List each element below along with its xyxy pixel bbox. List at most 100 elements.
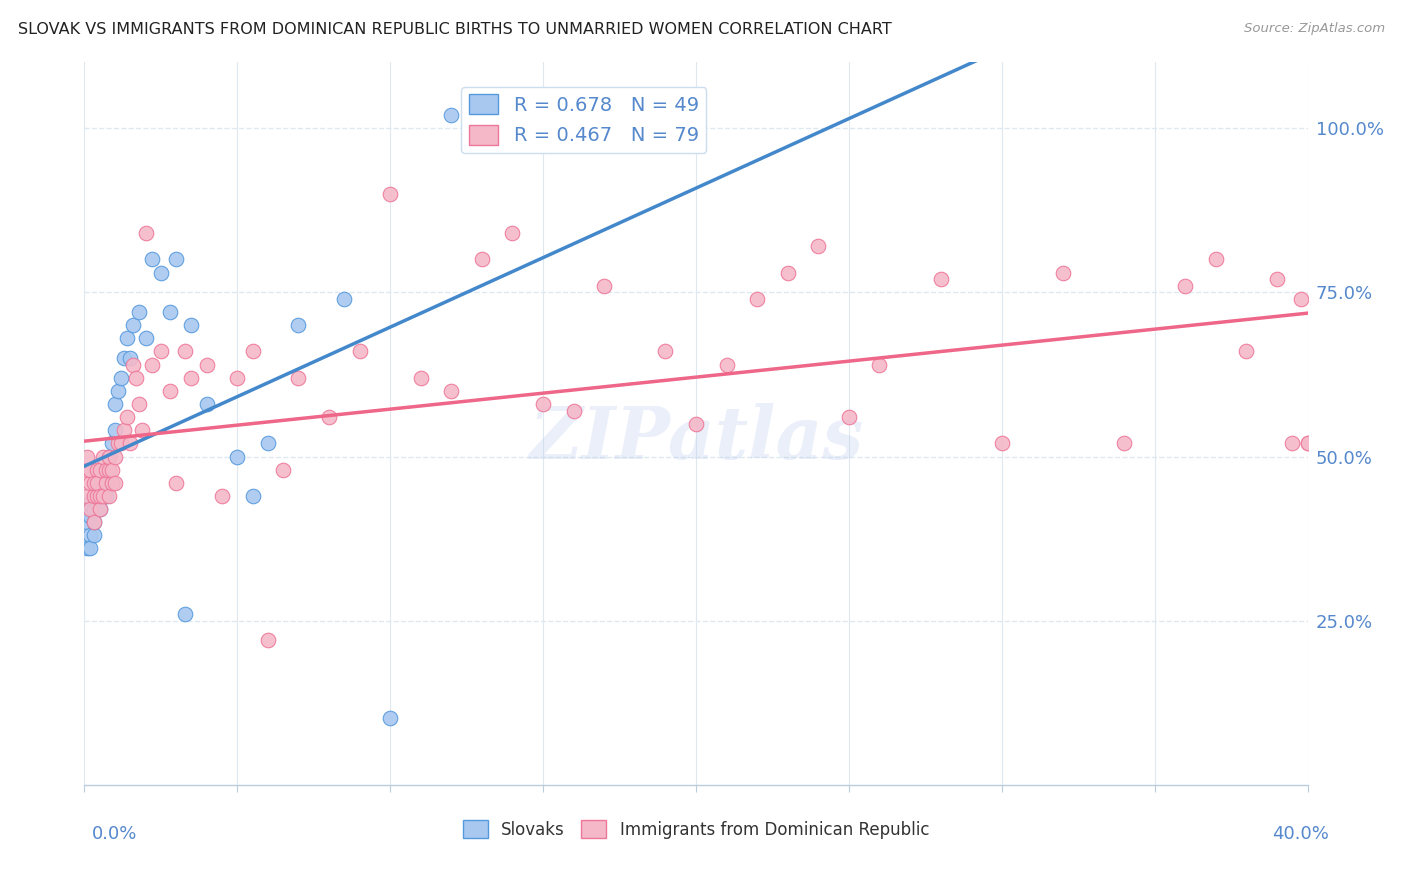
Point [135, 331, 157, 345]
Point [79, 541, 101, 556]
Point [120, 351, 142, 365]
Point [115, 410, 138, 425]
Point [104, 475, 127, 490]
Point [257, 436, 280, 450]
Point [180, 370, 202, 384]
Point [409, 370, 432, 384]
Point [174, 607, 197, 622]
Point [531, 397, 554, 411]
Text: 40.0%: 40.0% [1272, 825, 1329, 843]
Point [86, 475, 108, 490]
Point [1296, 436, 1319, 450]
Point [86, 489, 108, 503]
Point [1296, 436, 1319, 450]
Point [271, 463, 294, 477]
Text: 0.0%: 0.0% [91, 825, 136, 843]
Point [101, 475, 124, 490]
Point [91, 463, 114, 477]
Point [318, 410, 340, 425]
Point [838, 410, 860, 425]
Point [380, 711, 402, 725]
Point [104, 450, 127, 464]
Point [287, 370, 309, 384]
Point [149, 344, 172, 359]
Point [1174, 278, 1197, 293]
Point [502, 226, 524, 240]
Point [593, 278, 616, 293]
Point [86, 495, 108, 509]
Point [89, 502, 111, 516]
Point [94, 475, 117, 490]
Point [76, 502, 98, 516]
Point [562, 403, 585, 417]
Point [101, 436, 124, 450]
Point [94, 463, 117, 477]
Point [1281, 436, 1303, 450]
Point [76, 489, 98, 503]
Point [685, 417, 707, 431]
Point [83, 515, 105, 529]
Point [1205, 252, 1227, 267]
Point [107, 384, 129, 398]
Point [79, 528, 101, 542]
Point [112, 351, 135, 365]
Point [76, 463, 98, 477]
Point [776, 266, 799, 280]
Point [79, 475, 101, 490]
Point [76, 450, 98, 464]
Point [747, 292, 769, 306]
Point [110, 370, 132, 384]
Point [104, 423, 127, 437]
Point [242, 489, 264, 503]
Point [83, 515, 105, 529]
Point [83, 489, 105, 503]
Point [135, 226, 157, 240]
Point [83, 489, 105, 503]
Point [89, 502, 111, 516]
Point [141, 358, 163, 372]
Point [226, 370, 249, 384]
Point [211, 489, 233, 503]
Legend: Slovaks, Immigrants from Dominican Republic: Slovaks, Immigrants from Dominican Repub… [456, 814, 936, 846]
Point [115, 331, 138, 345]
Text: SLOVAK VS IMMIGRANTS FROM DOMINICAN REPUBLIC BIRTHS TO UNMARRIED WOMEN CORRELATI: SLOVAK VS IMMIGRANTS FROM DOMINICAN REPU… [18, 22, 891, 37]
Point [89, 489, 111, 503]
Point [929, 272, 952, 286]
Point [131, 423, 153, 437]
Point [180, 318, 202, 333]
Point [76, 541, 98, 556]
Point [101, 475, 124, 490]
Point [112, 423, 135, 437]
Point [91, 489, 114, 503]
Point [83, 528, 105, 542]
Point [94, 489, 117, 503]
Point [716, 358, 738, 372]
Point [440, 108, 463, 122]
Point [159, 384, 181, 398]
Point [380, 186, 402, 201]
Point [89, 489, 111, 503]
Point [440, 384, 463, 398]
Point [83, 475, 105, 490]
Text: Source: ZipAtlas.com: Source: ZipAtlas.com [1244, 22, 1385, 36]
Point [195, 358, 218, 372]
Point [165, 252, 187, 267]
Point [101, 463, 124, 477]
Point [128, 397, 150, 411]
Point [94, 475, 117, 490]
Point [128, 305, 150, 319]
Point [89, 463, 111, 477]
Point [79, 508, 101, 523]
Point [257, 633, 280, 648]
Point [149, 266, 172, 280]
Point [86, 475, 108, 490]
Point [471, 252, 494, 267]
Point [97, 489, 120, 503]
Point [91, 450, 114, 464]
Point [97, 450, 120, 464]
Point [122, 318, 145, 333]
Text: ZIPatlas: ZIPatlas [529, 402, 863, 474]
Point [97, 450, 120, 464]
Point [141, 252, 163, 267]
Point [83, 502, 105, 516]
